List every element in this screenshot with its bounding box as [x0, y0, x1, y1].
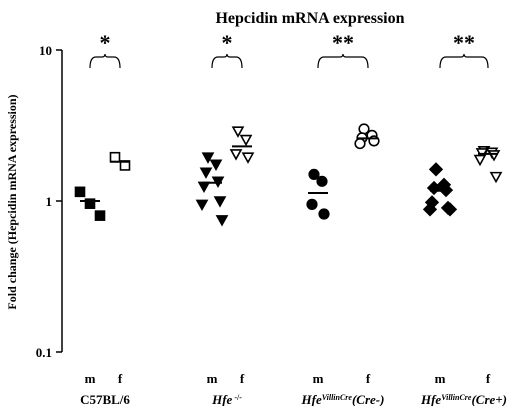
- group-label-part: Hfe: [301, 392, 322, 406]
- sex-label: f: [240, 371, 245, 386]
- group-1: m f * C57BL/6: [74, 30, 130, 406]
- group-label-part: (Cre-): [352, 392, 385, 406]
- group-label: HfeVillinCre(Cre+): [420, 392, 507, 406]
- significance-marker: **: [453, 30, 475, 55]
- data-point: [428, 162, 444, 177]
- y-axis-ticks: 0.1 1 10: [36, 43, 62, 360]
- data-point: [473, 154, 487, 167]
- significance-bracket: [439, 53, 489, 69]
- y-axis-label: Fold change (Hepcidin mRNA expression): [5, 94, 19, 309]
- data-point: [213, 196, 227, 208]
- data-point: [306, 198, 318, 210]
- significance-bracket: [89, 53, 121, 69]
- group-label-part: -/-: [232, 393, 242, 402]
- data-groups: m f*C57BL/6m f*Hfe -/-m f**HfeVillinCre(Cre…: [74, 30, 507, 406]
- group-label: Hfe -/-: [211, 392, 242, 406]
- chart-title: Hepcidin mRNA expression: [215, 10, 404, 27]
- data-point: [94, 210, 106, 221]
- y-tick-label: 10: [39, 43, 52, 58]
- significance-bracket: [211, 53, 243, 69]
- group-4: m f ** HfeVillinCre(Cre+): [420, 30, 507, 406]
- data-point: [109, 151, 121, 163]
- y-tick-label: 1: [46, 194, 53, 209]
- data-point: [442, 202, 458, 217]
- significance-bracket: [317, 53, 369, 69]
- sex-label: f: [486, 371, 491, 386]
- significance-marker: *: [222, 30, 233, 55]
- significance-marker: *: [100, 30, 111, 55]
- data-point: [239, 134, 253, 147]
- data-point: [215, 215, 229, 227]
- data-point: [308, 168, 320, 181]
- group-2: m f * Hfe -/-: [195, 30, 255, 406]
- sex-label: f: [118, 371, 123, 386]
- data-point: [201, 152, 215, 164]
- group-label: C57BL/6: [80, 392, 130, 406]
- data-point: [318, 208, 330, 220]
- data-point: [74, 186, 86, 198]
- data-point: [231, 126, 245, 138]
- data-point: [229, 149, 243, 161]
- data-point: [195, 199, 209, 212]
- group-label-part: VillinCre: [322, 393, 353, 402]
- sex-label: f: [366, 371, 371, 386]
- data-point: [354, 137, 366, 150]
- data-point: [199, 167, 213, 179]
- group-label-part: VillinCre: [441, 393, 472, 402]
- group-label: HfeVillinCre(Cre-): [301, 392, 385, 406]
- group-label-part: (Cre+): [471, 392, 507, 406]
- y-tick-label: 0.1: [36, 345, 52, 360]
- sex-label: m: [435, 371, 446, 386]
- sex-label: m: [313, 371, 324, 386]
- group-label-part: Hfe: [420, 392, 441, 406]
- group-label-part: C57BL/6: [80, 392, 130, 406]
- data-point: [489, 171, 503, 184]
- data-point: [241, 152, 255, 164]
- data-point: [316, 175, 328, 187]
- data-point: [209, 159, 223, 171]
- sex-label: m: [207, 371, 218, 386]
- data-point: [422, 202, 438, 217]
- significance-marker: **: [332, 30, 354, 55]
- group-3: m f ** HfeVillinCre(Cre-): [301, 30, 385, 406]
- data-point: [84, 198, 96, 209]
- group-label-part: Hfe: [211, 392, 232, 406]
- sex-label: m: [85, 371, 96, 386]
